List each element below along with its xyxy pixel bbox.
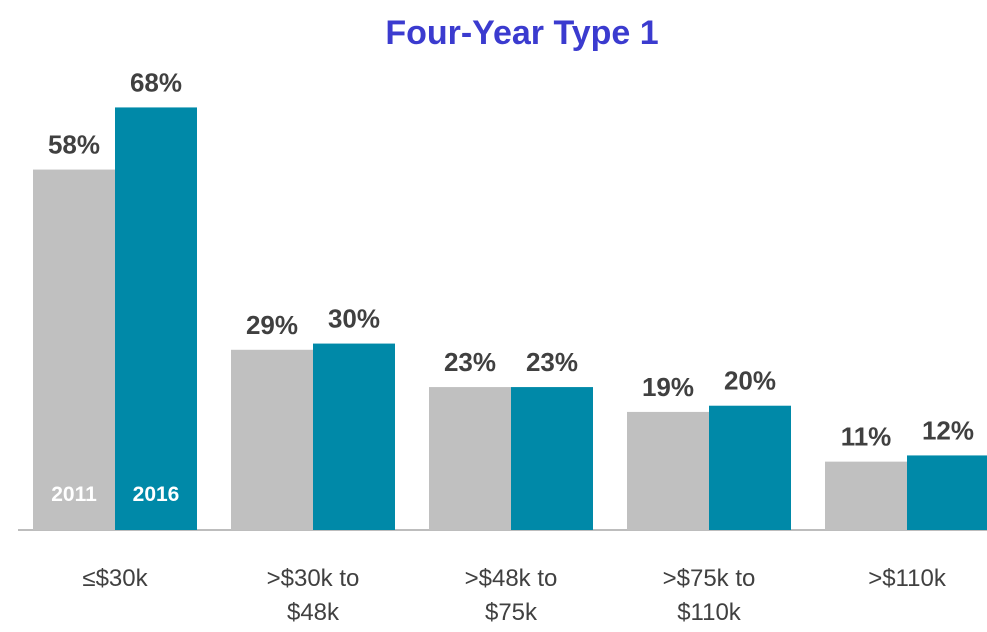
bar	[907, 455, 987, 530]
x-tick-label: >$110k	[868, 565, 946, 592]
value-label: 30%	[328, 304, 380, 334]
value-label: 29%	[246, 310, 298, 340]
bar	[33, 169, 115, 531]
x-tick-label: >$48k to $75k	[464, 565, 558, 626]
chart-title: Four-Year Type 1	[385, 14, 658, 52]
value-label: 20%	[724, 366, 776, 396]
value-label: 23%	[444, 347, 496, 377]
bar	[429, 387, 511, 530]
bar	[825, 461, 907, 530]
bar	[115, 107, 197, 530]
x-tick-label: >$30k to $48k	[266, 565, 360, 626]
x-tick-label: >$75k to $110k	[662, 565, 756, 626]
value-label: 68%	[130, 67, 182, 97]
bar	[511, 387, 593, 530]
legend-label: 2016	[133, 483, 180, 506]
bar	[313, 343, 395, 530]
value-label: 19%	[642, 372, 694, 402]
value-label: 11%	[841, 422, 892, 452]
bar	[231, 349, 313, 530]
legend-label: 2011	[51, 483, 97, 506]
bar	[627, 411, 709, 530]
x-tick-label: ≤$30k	[82, 565, 148, 592]
value-label: 23%	[526, 347, 578, 377]
value-label: 58%	[48, 130, 100, 160]
bar	[709, 405, 791, 530]
value-label: 12%	[922, 415, 974, 445]
